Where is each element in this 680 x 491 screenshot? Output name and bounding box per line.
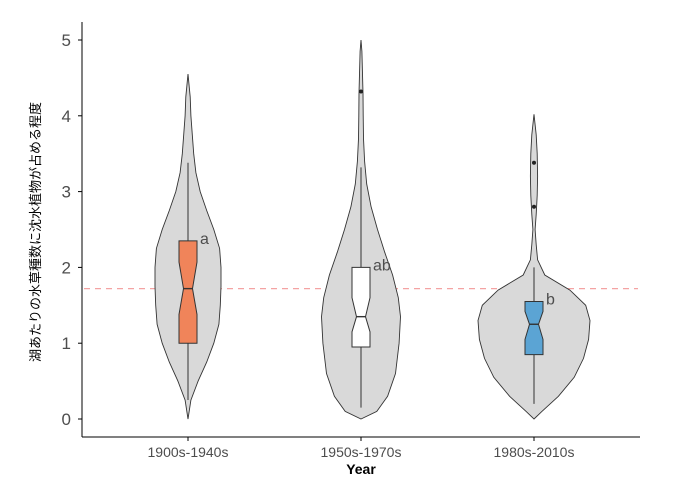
y-tick-label: 4 <box>62 107 71 126</box>
x-tick-label: 1950s-1970s <box>321 444 402 460</box>
y-tick-label: 5 <box>62 31 71 50</box>
box-1980s-2010s <box>524 301 544 356</box>
outlier-point <box>532 204 536 209</box>
y-tick-label: 2 <box>62 258 71 277</box>
x-tick-label: 1900s-1940s <box>148 444 229 460</box>
y-tick-label: 1 <box>62 334 71 353</box>
group-letter-1980s-2010s: b <box>546 292 555 309</box>
box-1950s-1970s <box>351 266 371 348</box>
violin-layer <box>154 39 591 420</box>
outlier-point <box>532 160 536 165</box>
group-letter-1900s-1940s: a <box>200 231 209 248</box>
y-tick-layer: 0 1 2 3 4 5 <box>62 31 82 429</box>
violin-1980s-2010s <box>477 114 591 420</box>
y-tick-label: 3 <box>62 183 71 202</box>
y-tick-label: 0 <box>62 410 71 429</box>
box-1900s-1940s <box>178 240 198 344</box>
x-tick-label: 1980s-2010s <box>494 444 575 460</box>
outlier-point <box>359 89 363 94</box>
group-letter-1950s-1970s: ab <box>373 257 391 274</box>
boxplot-layer: a ab b <box>178 89 555 408</box>
x-axis-title: Year <box>346 461 376 477</box>
y-axis-title: 湖あたりの水草種数に沈水植物が占める程度 <box>28 102 44 362</box>
x-tick-layer: 1900s-1940s 1950s-1970s 1980s-2010s <box>148 437 575 460</box>
